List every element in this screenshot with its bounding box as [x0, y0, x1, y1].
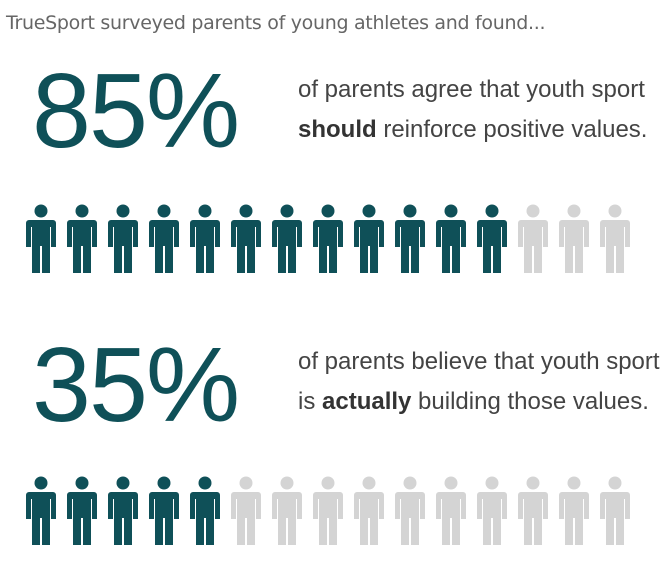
person-icon	[559, 476, 589, 545]
text: reinforce positive values.	[376, 116, 648, 143]
header: TrueSport surveyed parents of young athl…	[6, 12, 546, 34]
person-icon	[518, 204, 548, 273]
stat-figure: 35%	[32, 326, 240, 444]
person-icon	[477, 204, 507, 273]
person-icon	[600, 204, 630, 273]
person-icon	[436, 204, 466, 273]
person-icon	[354, 204, 384, 273]
person-icon	[108, 204, 138, 273]
icon-row	[26, 476, 630, 545]
text: of parents believe that youth sport is	[298, 348, 660, 415]
person-icon	[149, 476, 179, 545]
stat-figure: 85%	[32, 52, 240, 170]
person-icon	[67, 204, 97, 273]
person-icon	[477, 476, 507, 545]
bold-text: should	[298, 116, 377, 143]
person-icon	[26, 204, 56, 273]
icon-row	[26, 204, 630, 273]
person-icon	[26, 476, 56, 545]
person-icon	[272, 204, 302, 273]
person-icon	[190, 476, 220, 545]
person-icon	[436, 476, 466, 545]
person-icon	[395, 204, 425, 273]
person-icon	[313, 476, 343, 545]
stat-text: of parents believe that youth sport is a…	[298, 342, 670, 422]
person-icon	[272, 476, 302, 545]
person-icon	[108, 476, 138, 545]
person-icon	[559, 204, 589, 273]
person-icon	[395, 476, 425, 545]
person-icon	[149, 204, 179, 273]
person-icon	[313, 204, 343, 273]
bold-text: actually	[322, 388, 412, 415]
text: building those values.	[411, 388, 649, 415]
person-icon	[190, 204, 220, 273]
person-icon	[518, 476, 548, 545]
person-icon	[231, 476, 261, 545]
person-icon	[354, 476, 384, 545]
person-icon	[67, 476, 97, 545]
person-icon	[231, 204, 261, 273]
stat-text: of parents agree that youth sport should…	[298, 70, 670, 150]
text: of parents agree that youth sport	[298, 76, 645, 103]
person-icon	[600, 476, 630, 545]
